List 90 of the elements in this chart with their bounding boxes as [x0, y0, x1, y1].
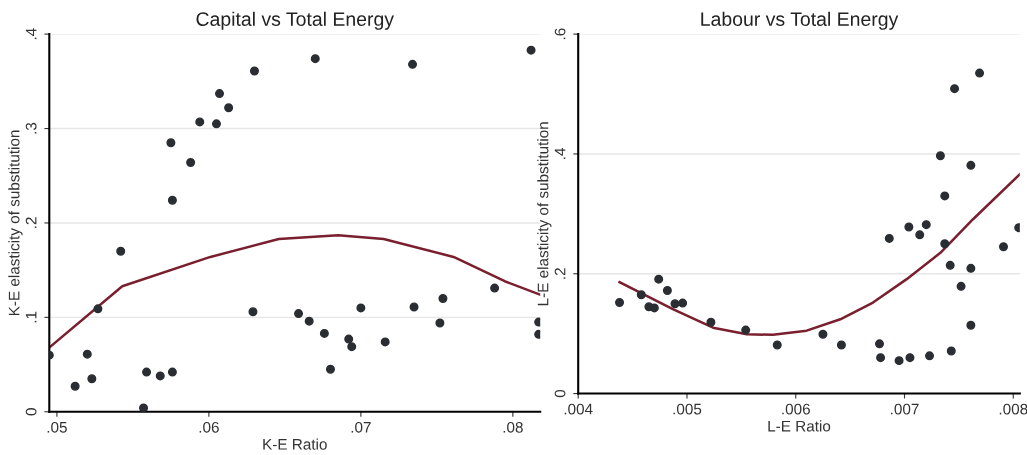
y-tick-label: 0 [25, 408, 37, 416]
point [884, 233, 894, 243]
y-tick-label: .1 [25, 311, 37, 323]
point [904, 222, 914, 232]
point [966, 160, 976, 170]
point [167, 367, 177, 377]
point [526, 45, 536, 55]
point [166, 138, 176, 148]
point [772, 340, 782, 350]
y-tick-label: .2 [25, 217, 37, 228]
point [905, 353, 915, 363]
point [224, 103, 234, 113]
point [248, 307, 258, 317]
point [490, 283, 500, 293]
point [186, 158, 196, 168]
point [956, 281, 966, 291]
point [249, 66, 259, 76]
point [344, 334, 354, 344]
y-axis-title: L-E elasticity of substitution [537, 122, 552, 306]
point [874, 339, 884, 349]
y-tick-label: .6 [554, 28, 566, 40]
point [945, 260, 955, 270]
point [946, 346, 956, 356]
point [304, 316, 314, 326]
x-tick-label: .06 [199, 421, 219, 433]
point [670, 299, 680, 309]
point [167, 195, 177, 205]
y-axis-title: K-E elasticity of substitution [8, 130, 23, 316]
x-tick-label: .006 [782, 403, 810, 415]
point [211, 119, 221, 129]
x-tick-label: .07 [351, 421, 371, 433]
point [435, 318, 445, 328]
point [836, 340, 846, 350]
y-tick-label: .2 [554, 268, 566, 279]
x-axis-title: L-E Ratio [768, 420, 831, 432]
point [380, 337, 390, 347]
x-axis-title: K-E Ratio [263, 438, 327, 450]
point [654, 274, 664, 284]
point [310, 54, 320, 64]
x-tick-label: .004 [564, 403, 593, 415]
x-tick-label: .008 [999, 403, 1027, 415]
point [925, 351, 935, 361]
point [662, 286, 672, 296]
point [347, 342, 357, 352]
point [142, 367, 152, 377]
point [935, 151, 945, 161]
y-tick-label: 0 [554, 389, 566, 398]
point [319, 328, 329, 338]
point [921, 220, 931, 230]
point [325, 364, 335, 374]
point [215, 89, 225, 99]
chart-title: Labour vs Total Energy [701, 11, 899, 30]
point [155, 371, 165, 381]
y-tick-label: .3 [25, 122, 37, 134]
x-tick-label: .005 [673, 403, 702, 415]
chart-title: Capital vs Total Energy [196, 11, 394, 30]
point [940, 191, 950, 201]
point [706, 317, 716, 327]
y-tick-label: .4 [25, 28, 37, 40]
point [894, 356, 904, 366]
point [998, 242, 1008, 252]
point [294, 309, 304, 319]
point [876, 353, 886, 363]
point [82, 349, 92, 359]
point [195, 117, 205, 127]
point [915, 230, 925, 240]
point [636, 290, 646, 300]
point [741, 325, 751, 335]
point [408, 59, 418, 69]
point [116, 246, 126, 256]
point [975, 68, 985, 78]
line-series [618, 173, 1020, 337]
point [950, 84, 960, 94]
point [818, 329, 828, 339]
x-tick-label: .007 [891, 403, 919, 415]
x-tick-label: .08 [503, 421, 523, 433]
point [139, 403, 149, 412]
point [966, 320, 976, 330]
point [678, 298, 688, 308]
point [87, 374, 97, 384]
point [70, 381, 80, 391]
point [409, 302, 419, 312]
point [356, 303, 366, 313]
point [940, 239, 950, 249]
y-tick-label: .4 [554, 148, 566, 159]
point [615, 298, 625, 308]
point [438, 293, 448, 303]
point [966, 263, 976, 273]
x-tick-label: .05 [47, 421, 67, 433]
point [93, 304, 103, 314]
